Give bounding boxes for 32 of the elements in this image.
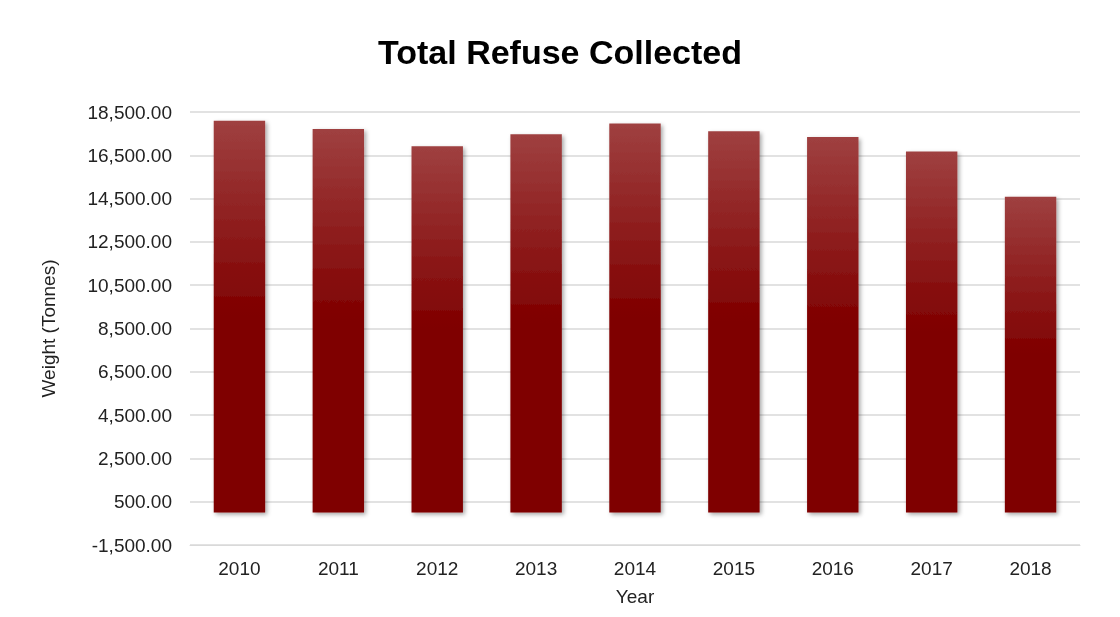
bar xyxy=(708,131,760,513)
y-tick-label: 12,500.00 xyxy=(87,231,172,253)
bar xyxy=(1004,196,1057,513)
x-tick-label: 2014 xyxy=(613,558,657,579)
bar xyxy=(213,120,266,513)
chart-title: Total Refuse Collected xyxy=(378,33,742,71)
y-tick-label: 500.00 xyxy=(113,491,172,513)
x-tick-label: 2013 xyxy=(514,558,558,579)
y-tick-label: 4,500.00 xyxy=(98,404,172,426)
y-tick-label: 14,500.00 xyxy=(87,188,172,210)
y-tick-label: -1,500.00 xyxy=(91,534,172,556)
bar xyxy=(510,134,562,513)
x-tick-label: 2018 xyxy=(1009,558,1052,579)
bar xyxy=(411,146,463,513)
y-tick-label: 2,500.00 xyxy=(98,447,172,469)
y-tick-label: 18,500.00 xyxy=(87,101,172,123)
x-tick-label: 2012 xyxy=(416,558,459,579)
y-tick-label: 6,500.00 xyxy=(98,361,172,383)
bar xyxy=(312,129,365,513)
bar xyxy=(807,137,859,513)
x-tick-label: 2016 xyxy=(811,558,854,579)
x-tick-label: 2011 xyxy=(317,558,359,579)
y-tick-label: 16,500.00 xyxy=(87,144,172,166)
x-tick-label: 2015 xyxy=(712,558,756,579)
x-axis-title: Year xyxy=(615,586,655,607)
x-tick-label: 2010 xyxy=(218,558,261,579)
y-tick-label: 8,500.00 xyxy=(98,318,172,339)
bar xyxy=(609,123,661,513)
y-tick-label: 10,500.00 xyxy=(87,274,172,296)
y-axis-title: Weight (Tonnes) xyxy=(38,259,59,398)
bar xyxy=(905,151,958,513)
x-tick-label: 2017 xyxy=(910,558,953,579)
